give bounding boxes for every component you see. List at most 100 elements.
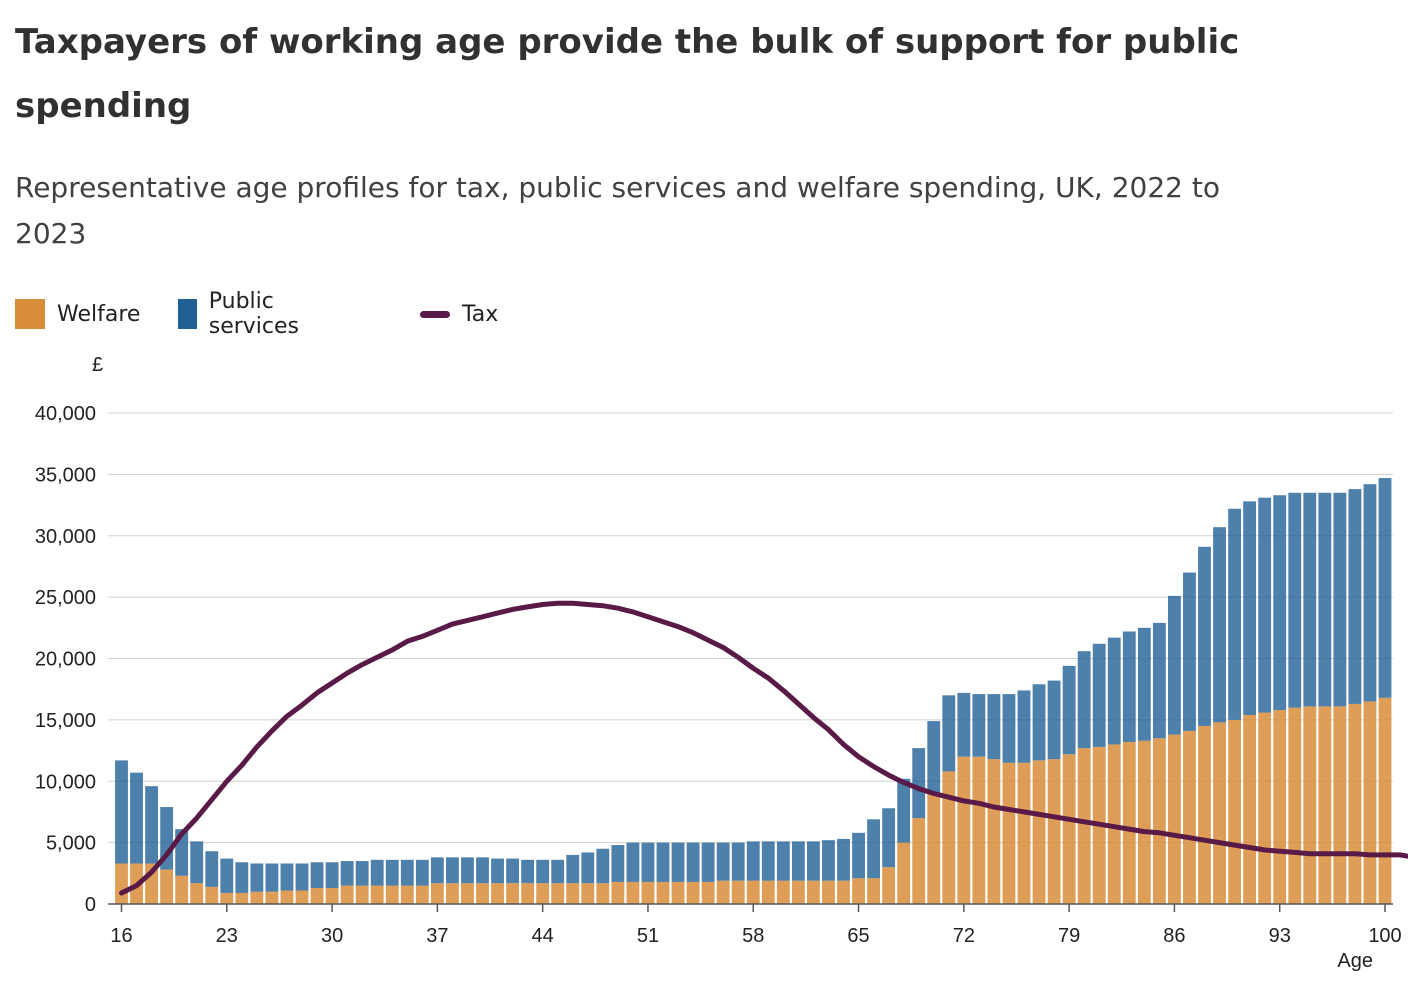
bar-public-services — [927, 721, 941, 794]
bar-welfare — [1213, 722, 1226, 904]
x-tick-label: 30 — [321, 925, 343, 947]
bar-public-services — [400, 859, 414, 886]
bar-welfare — [1183, 730, 1196, 904]
bar-welfare — [867, 878, 881, 904]
bar-welfare — [1047, 759, 1061, 904]
bar-public-services — [130, 772, 143, 864]
chart-title: Taxpayers of working age provide the bul… — [15, 22, 1240, 126]
x-tick-label: 16 — [110, 925, 132, 947]
bar-welfare — [551, 883, 565, 904]
bar-welfare — [521, 883, 535, 904]
bar-welfare — [1152, 738, 1166, 904]
bar-public-services — [656, 842, 670, 882]
x-tick-label: 100 — [1368, 925, 1401, 947]
bar-public-services — [385, 859, 399, 886]
bar-public-services — [205, 851, 219, 887]
bar-public-services — [295, 863, 309, 891]
bar-welfare — [701, 881, 715, 904]
bar-welfare — [746, 880, 760, 904]
legend-label-welfare: Welfare — [57, 301, 141, 327]
bar-public-services — [837, 838, 850, 881]
bar-public-services — [566, 854, 580, 884]
bar-welfare — [716, 880, 730, 904]
chart-area: £ 0 5,000 10,000 15,000 20,000 25,000 30,000 35… — [35, 354, 1408, 972]
bar-welfare — [1243, 714, 1257, 904]
bar-public-services — [340, 861, 354, 886]
legend-item-tax: Tax — [420, 296, 498, 332]
bar-welfare — [355, 885, 369, 904]
bar-welfare — [385, 885, 399, 904]
bar-public-services — [1213, 527, 1226, 723]
bar-public-services — [1062, 665, 1076, 755]
bar-public-services — [1228, 508, 1242, 720]
y-tick-label: 35,000 — [35, 464, 96, 486]
bar-public-services — [415, 859, 429, 886]
bar-welfare — [370, 885, 384, 904]
bar-public-services — [1047, 680, 1061, 760]
bar-public-services — [1273, 495, 1287, 711]
bar-welfare — [295, 890, 309, 904]
bar-public-services — [220, 858, 234, 893]
bar-welfare — [235, 892, 249, 904]
bar-welfare — [791, 880, 805, 904]
bar-public-services — [716, 842, 730, 881]
bar-welfare — [1258, 712, 1272, 904]
y-tick-label: 0 — [85, 894, 96, 916]
bar-welfare — [731, 880, 745, 904]
bar-public-services — [957, 692, 971, 757]
bar-welfare — [566, 883, 580, 904]
bar-welfare — [882, 867, 896, 904]
bar-public-services — [596, 848, 610, 884]
y-tick-label: 25,000 — [35, 587, 96, 609]
bar-public-services — [1167, 595, 1181, 735]
bar-public-services — [521, 859, 535, 884]
bar-welfare — [1318, 706, 1332, 904]
bar-welfare — [852, 878, 865, 904]
bar-welfare — [430, 883, 444, 904]
bar-public-services — [476, 857, 489, 884]
bar-welfare — [761, 880, 775, 904]
legend-item-welfare: Welfare — [15, 296, 140, 332]
x-tick-label: 58 — [742, 925, 764, 947]
bar-public-services — [370, 859, 384, 886]
bar-welfare — [250, 891, 264, 904]
bar-public-services — [325, 862, 339, 889]
bar-public-services — [1002, 694, 1016, 763]
bar-welfare — [220, 892, 234, 904]
bar-welfare — [897, 842, 911, 904]
bar-public-services — [250, 863, 264, 892]
bar-welfare — [1077, 748, 1091, 904]
bar-welfare — [776, 880, 790, 904]
bar-public-services — [686, 842, 700, 882]
bar-welfare — [1303, 706, 1317, 904]
bar-public-services — [1092, 643, 1106, 747]
bar-public-services — [1258, 497, 1272, 713]
legend-swatch-public-services — [178, 299, 197, 329]
bar-welfare — [806, 880, 820, 904]
bar-public-services — [145, 786, 159, 864]
bar-welfare — [536, 883, 550, 904]
bar-public-services — [641, 842, 655, 882]
bar-public-services — [235, 862, 249, 893]
y-tick-label: 20,000 — [35, 649, 96, 671]
bar-public-services — [1077, 651, 1091, 749]
x-tick-label: 86 — [1163, 925, 1185, 947]
y-tick-label: 15,000 — [35, 710, 96, 732]
bar-welfare — [1378, 697, 1392, 904]
bar-welfare — [461, 883, 474, 904]
y-axis-unit: £ — [92, 354, 103, 376]
y-tick-label: 10,000 — [35, 771, 96, 793]
legend-label-tax: Tax — [462, 301, 499, 327]
bar-welfare — [190, 883, 204, 904]
bar-public-services — [1333, 492, 1347, 707]
bar-public-services — [115, 760, 128, 864]
bar-public-services — [701, 842, 715, 882]
bar-welfare — [1002, 762, 1016, 904]
y-axis-labels: 0 5,000 10,000 15,000 20,000 25,000 30,000 35,0… — [35, 403, 96, 916]
bar-public-services — [897, 778, 911, 843]
bar-welfare — [160, 869, 174, 904]
bar-public-services — [1318, 492, 1332, 707]
legend-item-public-services: Public services — [178, 289, 310, 339]
bar-public-services — [806, 841, 820, 881]
bar-welfare — [445, 883, 459, 904]
